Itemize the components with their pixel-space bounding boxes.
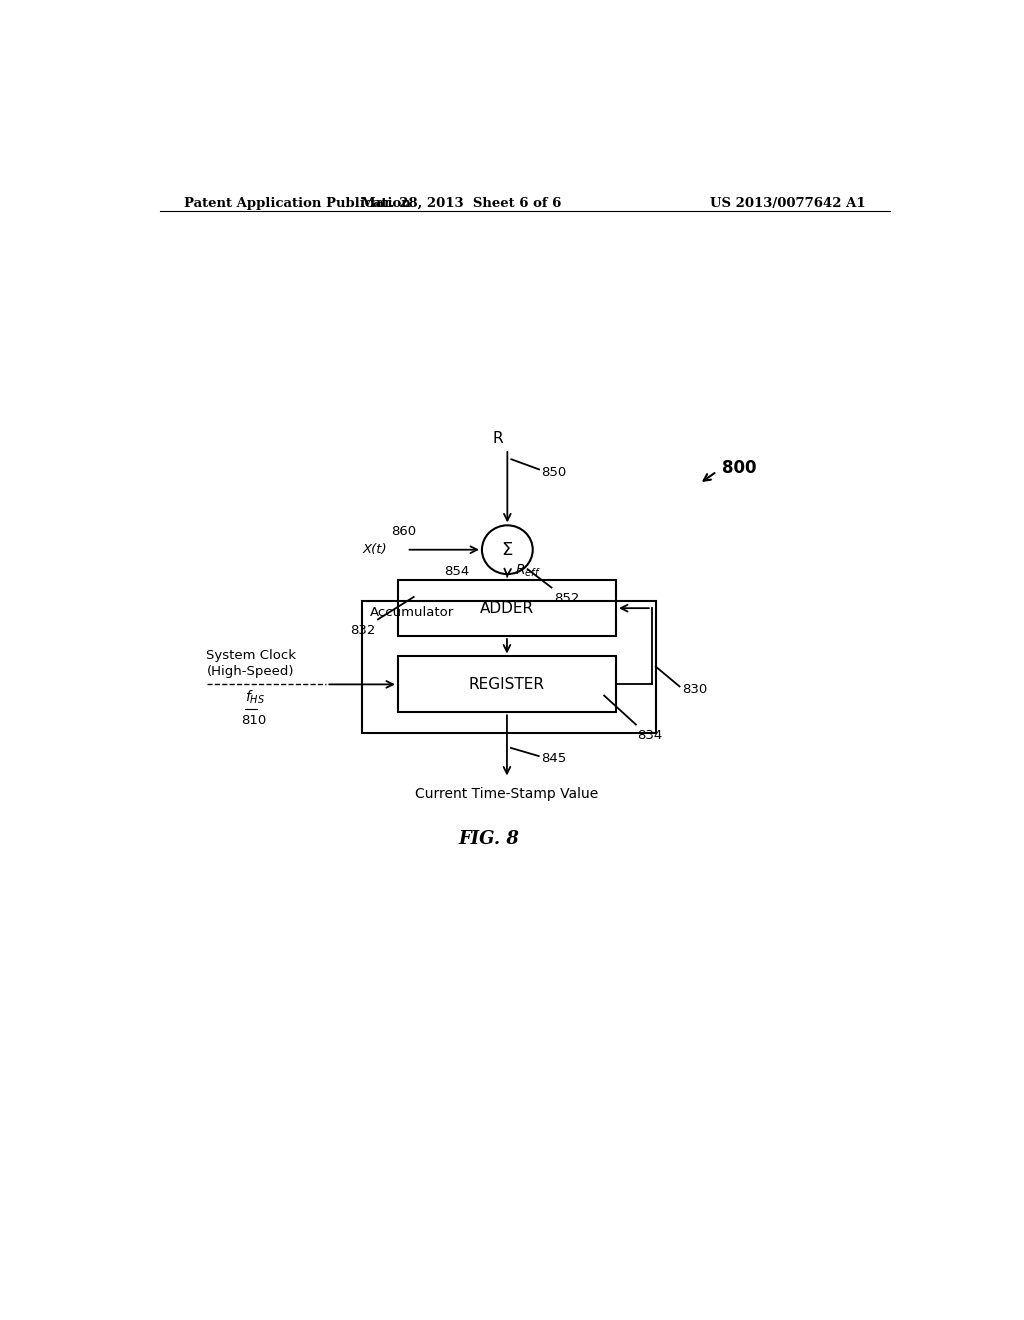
- Text: Current Time-Stamp Value: Current Time-Stamp Value: [416, 787, 599, 801]
- Text: 830: 830: [682, 682, 708, 696]
- Text: 845: 845: [541, 751, 566, 764]
- Text: 852: 852: [554, 591, 580, 605]
- Text: (High-Speed): (High-Speed): [207, 665, 295, 677]
- Text: 850: 850: [541, 466, 566, 479]
- Text: $R_{eff}$: $R_{eff}$: [515, 562, 541, 579]
- Text: 860: 860: [391, 525, 416, 539]
- Text: US 2013/0077642 A1: US 2013/0077642 A1: [711, 197, 866, 210]
- Text: 810: 810: [242, 714, 266, 727]
- Text: R: R: [493, 432, 503, 446]
- Text: $f_{HS}$: $f_{HS}$: [246, 689, 265, 706]
- Text: 800: 800: [722, 459, 756, 478]
- Text: Patent Application Publication: Patent Application Publication: [183, 197, 411, 210]
- Text: 832: 832: [350, 624, 376, 638]
- Text: Mar. 28, 2013  Sheet 6 of 6: Mar. 28, 2013 Sheet 6 of 6: [361, 197, 561, 210]
- Text: 834: 834: [638, 729, 663, 742]
- Text: System Clock: System Clock: [206, 649, 296, 663]
- Text: ADDER: ADDER: [480, 601, 534, 615]
- Text: 854: 854: [444, 565, 469, 578]
- Text: $\Sigma$: $\Sigma$: [501, 541, 513, 558]
- Text: REGISTER: REGISTER: [469, 677, 545, 692]
- Text: FIG. 8: FIG. 8: [459, 830, 519, 849]
- Text: Accumulator: Accumulator: [370, 606, 455, 619]
- Text: X(t): X(t): [362, 544, 387, 556]
